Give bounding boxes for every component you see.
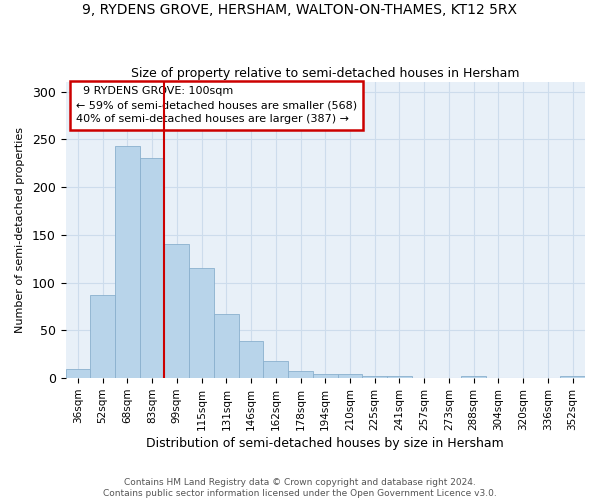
Text: 9 RYDENS GROVE: 100sqm  
← 59% of semi-detached houses are smaller (568)
40% of : 9 RYDENS GROVE: 100sqm ← 59% of semi-det… <box>76 86 357 124</box>
Bar <box>239 341 263 378</box>
Bar <box>461 376 486 378</box>
Bar <box>189 268 214 378</box>
Bar <box>140 158 164 378</box>
Bar <box>115 146 140 378</box>
Text: Contains HM Land Registry data © Crown copyright and database right 2024.
Contai: Contains HM Land Registry data © Crown c… <box>103 478 497 498</box>
Bar <box>560 376 585 378</box>
Bar <box>313 374 338 378</box>
X-axis label: Distribution of semi-detached houses by size in Hersham: Distribution of semi-detached houses by … <box>146 437 504 450</box>
Bar <box>288 370 313 378</box>
Bar <box>338 374 362 378</box>
Bar <box>164 244 189 378</box>
Bar <box>387 376 412 378</box>
Bar <box>90 295 115 378</box>
Text: 9, RYDENS GROVE, HERSHAM, WALTON-ON-THAMES, KT12 5RX: 9, RYDENS GROVE, HERSHAM, WALTON-ON-THAM… <box>83 2 517 16</box>
Bar <box>362 376 387 378</box>
Bar <box>65 368 90 378</box>
Bar <box>214 314 239 378</box>
Title: Size of property relative to semi-detached houses in Hersham: Size of property relative to semi-detach… <box>131 66 520 80</box>
Bar <box>263 361 288 378</box>
Y-axis label: Number of semi-detached properties: Number of semi-detached properties <box>15 127 25 333</box>
